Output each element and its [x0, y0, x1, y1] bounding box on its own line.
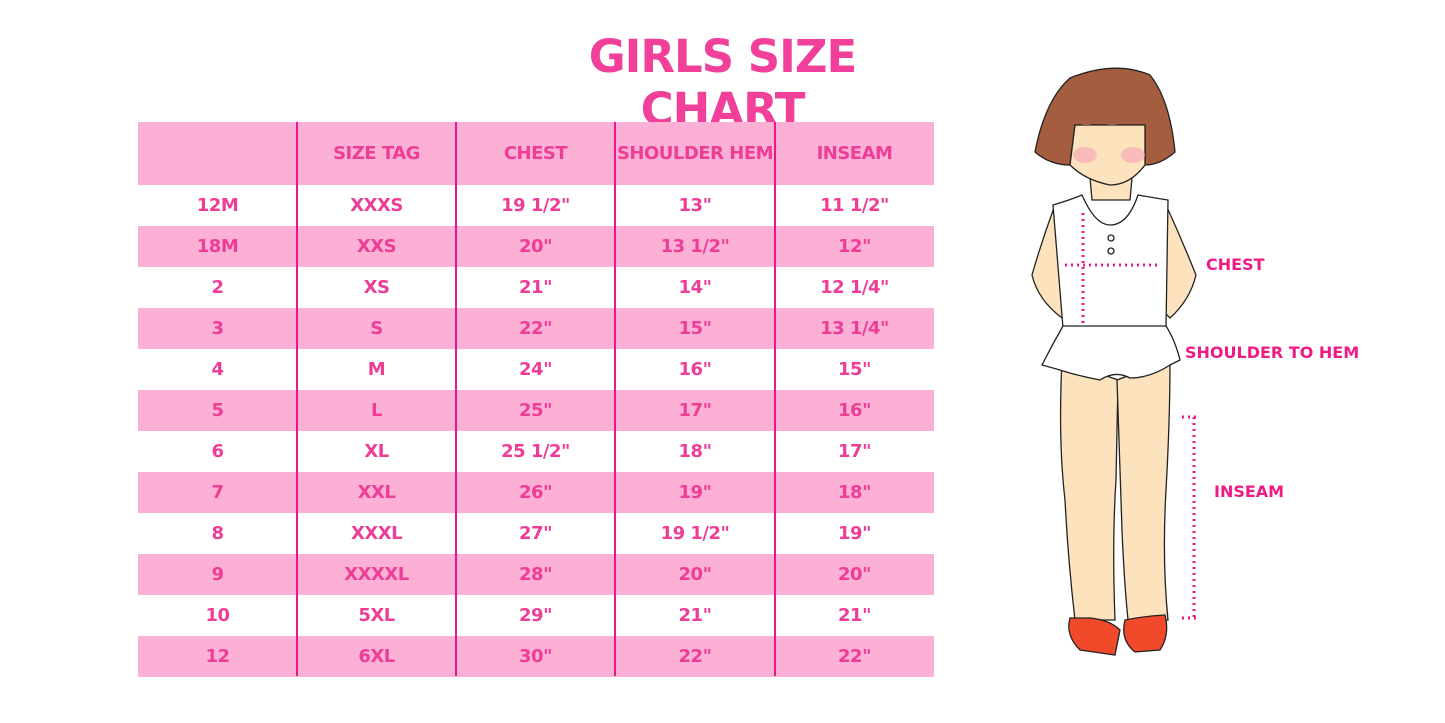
table-cell: 29"	[519, 605, 552, 626]
column-divider	[774, 122, 776, 676]
table-cell: 12"	[838, 236, 871, 257]
table-cell: 19 1/2"	[660, 523, 730, 544]
table-cell: 27"	[519, 523, 552, 544]
table-cell: 28"	[519, 564, 552, 585]
table-row: 5 L 25" 17" 16"	[138, 390, 934, 431]
table-cell: XXS	[356, 236, 397, 257]
girl-measurement-illustration	[1031, 67, 1200, 656]
size-cell: 12	[205, 646, 230, 667]
column-divider	[614, 122, 616, 676]
table-cell: 20"	[678, 564, 712, 585]
column-divider	[296, 122, 298, 676]
table-cell: 19 1/2"	[501, 195, 570, 216]
table-cell: XXXXL	[344, 564, 409, 585]
table-row: 6 XL 25 1/2" 18" 17"	[138, 431, 934, 472]
table-cell: 25 1/2"	[501, 441, 570, 462]
size-cell: 9	[211, 564, 224, 585]
table-cell: 18"	[838, 482, 871, 503]
table-cell: XS	[363, 277, 390, 298]
size-cell: 2	[211, 277, 224, 298]
table-cell: 21"	[838, 605, 871, 626]
table-cell: XL	[364, 441, 389, 462]
page-title: GIRLS SIZE CHART	[588, 30, 858, 136]
table-cell: 26"	[519, 482, 552, 503]
table-cell: 13"	[678, 195, 712, 216]
table-row: 18M XXS 20" 13 1/2" 12"	[138, 226, 934, 267]
header-cell: CHEST	[503, 143, 568, 164]
table-cell: 21"	[519, 277, 552, 298]
table-cell: 18"	[678, 441, 712, 462]
table-cell: 14"	[678, 277, 712, 298]
size-cell: 10	[205, 605, 230, 626]
size-cell: 3	[211, 318, 224, 339]
table-cell: 19"	[678, 482, 712, 503]
table-cell: 16"	[678, 359, 712, 380]
table-row: 3 S 22" 15" 13 1/4"	[138, 308, 934, 349]
table-row: 2 XS 21" 14" 12 1/4"	[138, 267, 934, 308]
table-header-row: SIZE TAG CHEST SHOULDER HEM INSEAM	[138, 122, 934, 185]
header-cell: SHOULDER HEM	[616, 143, 774, 164]
table-row: 7 XXL 26" 19" 18"	[138, 472, 934, 513]
table-cell: XXL	[357, 482, 396, 503]
table-cell: 20"	[838, 564, 871, 585]
size-cell: 7	[211, 482, 224, 503]
size-cell: 18M	[196, 236, 239, 257]
table-cell: 22"	[678, 646, 712, 667]
table-cell: 20"	[519, 236, 552, 257]
table-cell: 16"	[838, 400, 871, 421]
size-chart-table: SIZE TAG CHEST SHOULDER HEM INSEAM 12M XX…	[138, 122, 934, 677]
cheek	[1073, 147, 1097, 163]
cheek	[1121, 147, 1145, 163]
table-cell: XXXL	[350, 523, 403, 544]
table-cell: 13 1/2"	[660, 236, 730, 257]
table-cell: XXXS	[350, 195, 403, 216]
table-cell: 24"	[519, 359, 552, 380]
table-row: 4 M 24" 16" 15"	[138, 349, 934, 390]
table-cell: 11 1/2"	[820, 195, 889, 216]
table-cell: 12 1/4"	[820, 277, 889, 298]
table-cell: 15"	[838, 359, 871, 380]
table-cell: M	[367, 359, 386, 380]
table-row: 10 5XL 29" 21" 21"	[138, 595, 934, 636]
table-cell: 21"	[678, 605, 712, 626]
table-row: 12M XXXS 19 1/2" 13" 11 1/2"	[138, 185, 934, 226]
header-cell	[138, 122, 297, 185]
table-row: 8 XXXL 27" 19 1/2" 19"	[138, 513, 934, 554]
table-cell: 5XL	[358, 605, 395, 626]
table-cell: 13 1/4"	[820, 318, 889, 339]
table-cell: 17"	[838, 441, 871, 462]
table-row: 9 XXXXL 28" 20" 20"	[138, 554, 934, 595]
table-cell: 30"	[519, 646, 552, 667]
table-cell: 22"	[838, 646, 871, 667]
table-cell: 19"	[838, 523, 871, 544]
table-cell: 22"	[519, 318, 552, 339]
table-cell: 17"	[678, 400, 712, 421]
table-cell: 25"	[519, 400, 552, 421]
header-cell: INSEAM	[816, 143, 893, 164]
table-cell: S	[370, 318, 383, 339]
chest-label: CHEST	[1206, 255, 1265, 274]
header-cell: SIZE TAG	[333, 143, 420, 164]
size-cell: 5	[211, 400, 224, 421]
table-cell: 6XL	[358, 646, 395, 667]
shoulder-to-hem-label: SHOULDER TO HEM	[1185, 343, 1360, 362]
size-cell: 12M	[196, 195, 239, 216]
table-cell: L	[371, 400, 382, 421]
column-divider	[455, 122, 457, 676]
table-row: 12 6XL 30" 22" 22"	[138, 636, 934, 677]
table-cell: 15"	[678, 318, 712, 339]
size-cell: 4	[211, 359, 224, 380]
size-cell: 6	[211, 441, 224, 462]
inseam-label: INSEAM	[1214, 482, 1285, 501]
size-cell: 8	[211, 523, 224, 544]
